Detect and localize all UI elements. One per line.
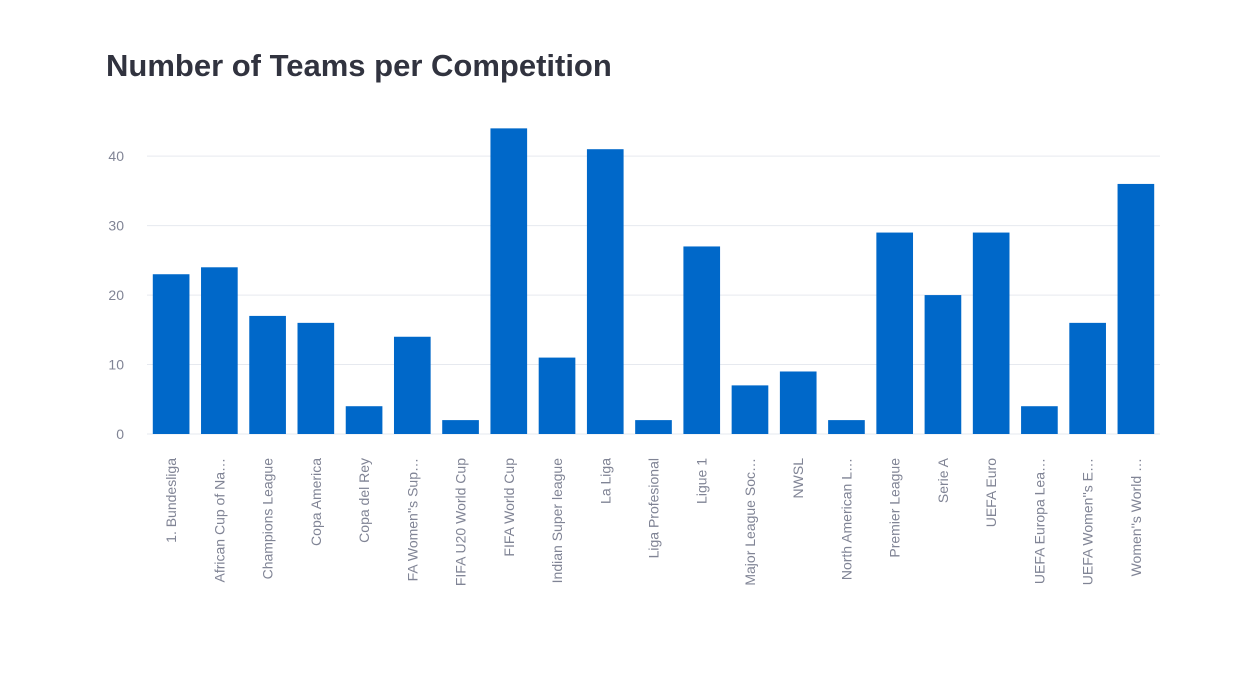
x-tick-label: Major League Soc… [742, 458, 758, 586]
y-tick-label: 10 [108, 357, 124, 373]
x-tick-label: African Cup of Na… [211, 458, 227, 583]
x-tick-label: Copa America [308, 458, 324, 546]
bar[interactable] [779, 371, 817, 434]
x-tick-label: North American L… [838, 458, 854, 580]
x-tick-label: NWSL [790, 458, 806, 499]
bar[interactable] [538, 357, 576, 434]
x-tick-label: Liga Profesional [646, 458, 662, 558]
x-tick-label: FIFA World Cup [501, 458, 517, 557]
y-tick-label: 40 [108, 148, 124, 164]
bar[interactable] [876, 232, 914, 434]
x-tick-label: La Liga [597, 458, 613, 504]
bar[interactable] [731, 385, 769, 434]
y-tick-label: 20 [108, 287, 124, 303]
bar[interactable] [393, 336, 431, 434]
bar[interactable] [1117, 183, 1155, 434]
x-tick-label: Serie A [935, 457, 951, 503]
x-tick-label: Champions League [260, 458, 276, 580]
bar[interactable] [297, 322, 335, 434]
bar[interactable] [249, 315, 286, 434]
x-tick-label: Indian Super league [549, 458, 565, 584]
x-tick-label: UEFA Euro [983, 458, 999, 527]
bars [152, 128, 1155, 435]
x-axis-ticks: 1. Bundesliga African Cup of Na… Champions… [163, 457, 1144, 586]
bar[interactable] [152, 274, 190, 434]
bar[interactable] [442, 420, 479, 434]
y-tick-label: 30 [108, 218, 124, 234]
bar[interactable] [201, 267, 238, 434]
bar[interactable] [683, 246, 721, 434]
x-tick-label: 1. Bundesliga [163, 458, 179, 543]
bar[interactable] [586, 149, 624, 435]
y-tick-label: 0 [116, 426, 124, 442]
x-tick-label: Ligue 1 [694, 458, 710, 504]
bar[interactable] [345, 406, 383, 434]
y-axis-ticks: 0 10 20 30 40 [108, 148, 124, 442]
x-tick-label: Copa del Rey [356, 458, 372, 543]
bar[interactable] [490, 128, 528, 434]
bar[interactable] [924, 295, 962, 434]
bar[interactable] [828, 420, 865, 434]
chart-title: Number of Teams per Competition [106, 48, 612, 83]
bar[interactable] [635, 420, 672, 434]
x-tick-label: UEFA Europa Lea… [1031, 458, 1047, 584]
x-tick-label: UEFA Women''s E… [1080, 458, 1096, 585]
x-tick-label: FIFA U20 World Cup [453, 458, 469, 586]
x-tick-label: FA Women''s Sup… [404, 458, 420, 581]
x-tick-label: Women''s World … [1128, 458, 1144, 576]
x-tick-label: Premier League [887, 458, 903, 558]
bar[interactable] [1069, 322, 1106, 434]
bar[interactable] [972, 232, 1010, 434]
bar[interactable] [1021, 406, 1058, 434]
